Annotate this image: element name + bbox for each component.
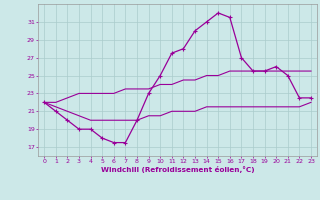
X-axis label: Windchill (Refroidissement éolien,°C): Windchill (Refroidissement éolien,°C)	[101, 166, 254, 173]
